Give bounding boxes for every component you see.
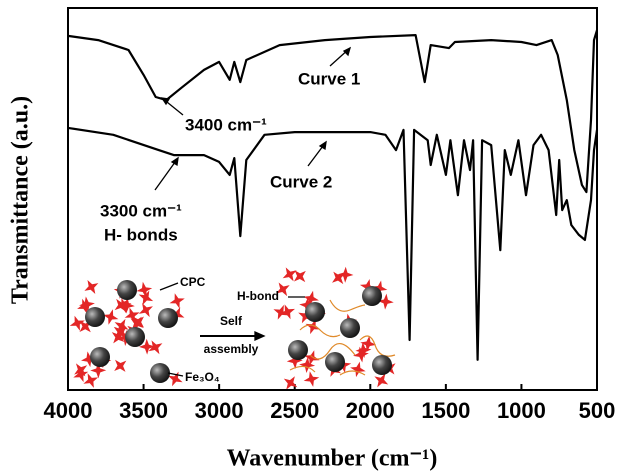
annotation: Curve 2 bbox=[270, 172, 332, 191]
hbond-lines bbox=[289, 299, 396, 376]
annotation: 3300 cm⁻¹ bbox=[100, 201, 182, 220]
inset-label: Self bbox=[220, 314, 243, 328]
molecule-star bbox=[167, 371, 183, 387]
molecule-star bbox=[116, 297, 132, 314]
molecule-star bbox=[359, 279, 376, 295]
molecule-star bbox=[350, 361, 366, 378]
molecule-star bbox=[299, 357, 316, 373]
fe3o4-particle bbox=[158, 308, 178, 328]
molecule-star bbox=[90, 362, 107, 379]
molecule-star bbox=[293, 270, 306, 283]
molecule-star bbox=[371, 280, 388, 297]
molecule-star bbox=[79, 296, 95, 313]
fe3o4-particle bbox=[305, 302, 325, 322]
y-axis-title: Transmittance (a.u.) bbox=[8, 96, 34, 304]
molecule-star bbox=[280, 304, 296, 320]
molecule-star bbox=[276, 282, 290, 297]
inset-label: assembly bbox=[204, 342, 259, 356]
molecule-star bbox=[273, 304, 289, 320]
annotation: 3400 cm⁻¹ bbox=[185, 115, 267, 134]
plot-frame bbox=[67, 7, 598, 391]
molecule-star bbox=[298, 308, 313, 324]
molecule-star bbox=[136, 281, 153, 298]
x-tick-label: 1500 bbox=[421, 398, 470, 423]
molecule-star bbox=[303, 371, 320, 387]
fe3o4-particle bbox=[362, 286, 382, 306]
molecule-star bbox=[360, 335, 377, 352]
x-tick-label: 2500 bbox=[270, 398, 319, 423]
inset-label: CPC bbox=[180, 275, 206, 289]
molecule-star bbox=[169, 293, 185, 309]
fe3o4-particle bbox=[372, 355, 392, 375]
molecule-star bbox=[304, 350, 320, 366]
x-axis-title: Wavenumber (cm⁻¹) bbox=[227, 446, 438, 472]
x-tick-label: 1000 bbox=[497, 398, 546, 423]
inset-diagram bbox=[69, 266, 396, 390]
molecule-star bbox=[132, 316, 145, 328]
molecule-star bbox=[282, 267, 297, 282]
annotation: H- bonds bbox=[104, 225, 178, 244]
x-tick-label: 2000 bbox=[346, 398, 395, 423]
molecule-star bbox=[377, 293, 394, 310]
molecule-star bbox=[286, 352, 303, 369]
fe3o4-particle bbox=[117, 280, 137, 300]
molecule-star bbox=[148, 340, 163, 355]
fe3o4-particle bbox=[125, 327, 145, 347]
x-tick-label: 3000 bbox=[195, 398, 244, 423]
molecule-star bbox=[355, 342, 372, 359]
curve bbox=[67, 126, 599, 361]
fe3o4-particle bbox=[340, 318, 360, 338]
curve bbox=[67, 29, 599, 194]
molecule-star bbox=[283, 376, 298, 390]
fe3o4-particle bbox=[150, 363, 170, 383]
annotation-arrows bbox=[154, 46, 352, 377]
molecule-star bbox=[299, 297, 316, 314]
x-tick-label: 3500 bbox=[119, 398, 168, 423]
molecule-star bbox=[337, 266, 354, 283]
molecule-star bbox=[102, 309, 119, 325]
molecule-star bbox=[305, 319, 321, 335]
annotation: Curve 1 bbox=[298, 69, 360, 88]
molecule-star bbox=[138, 303, 153, 318]
molecule-star bbox=[83, 373, 99, 388]
molecule-star bbox=[353, 346, 369, 363]
fe3o4-particle bbox=[85, 307, 105, 327]
molecule-star bbox=[69, 315, 85, 331]
fe3o4-particle bbox=[90, 347, 110, 367]
molecule-star bbox=[303, 290, 319, 307]
molecule-star bbox=[73, 367, 89, 383]
x-tick-label: 500 bbox=[579, 398, 616, 423]
molecule-star bbox=[114, 359, 127, 372]
molecule-star bbox=[124, 307, 140, 323]
molecule-star bbox=[138, 338, 155, 355]
molecule-star bbox=[81, 351, 97, 368]
molecule-star bbox=[84, 280, 99, 294]
molecule-star bbox=[138, 290, 154, 306]
x-tick-label: 4000 bbox=[44, 398, 93, 423]
fe3o4-particle bbox=[288, 340, 308, 360]
fe3o4-particle bbox=[325, 352, 345, 372]
inset-label: H-bond bbox=[237, 289, 279, 303]
molecule-star bbox=[332, 271, 345, 285]
inset-label: Fe₃O₄ bbox=[185, 370, 220, 384]
molecule-star bbox=[374, 373, 389, 388]
molecule-star bbox=[114, 318, 129, 333]
